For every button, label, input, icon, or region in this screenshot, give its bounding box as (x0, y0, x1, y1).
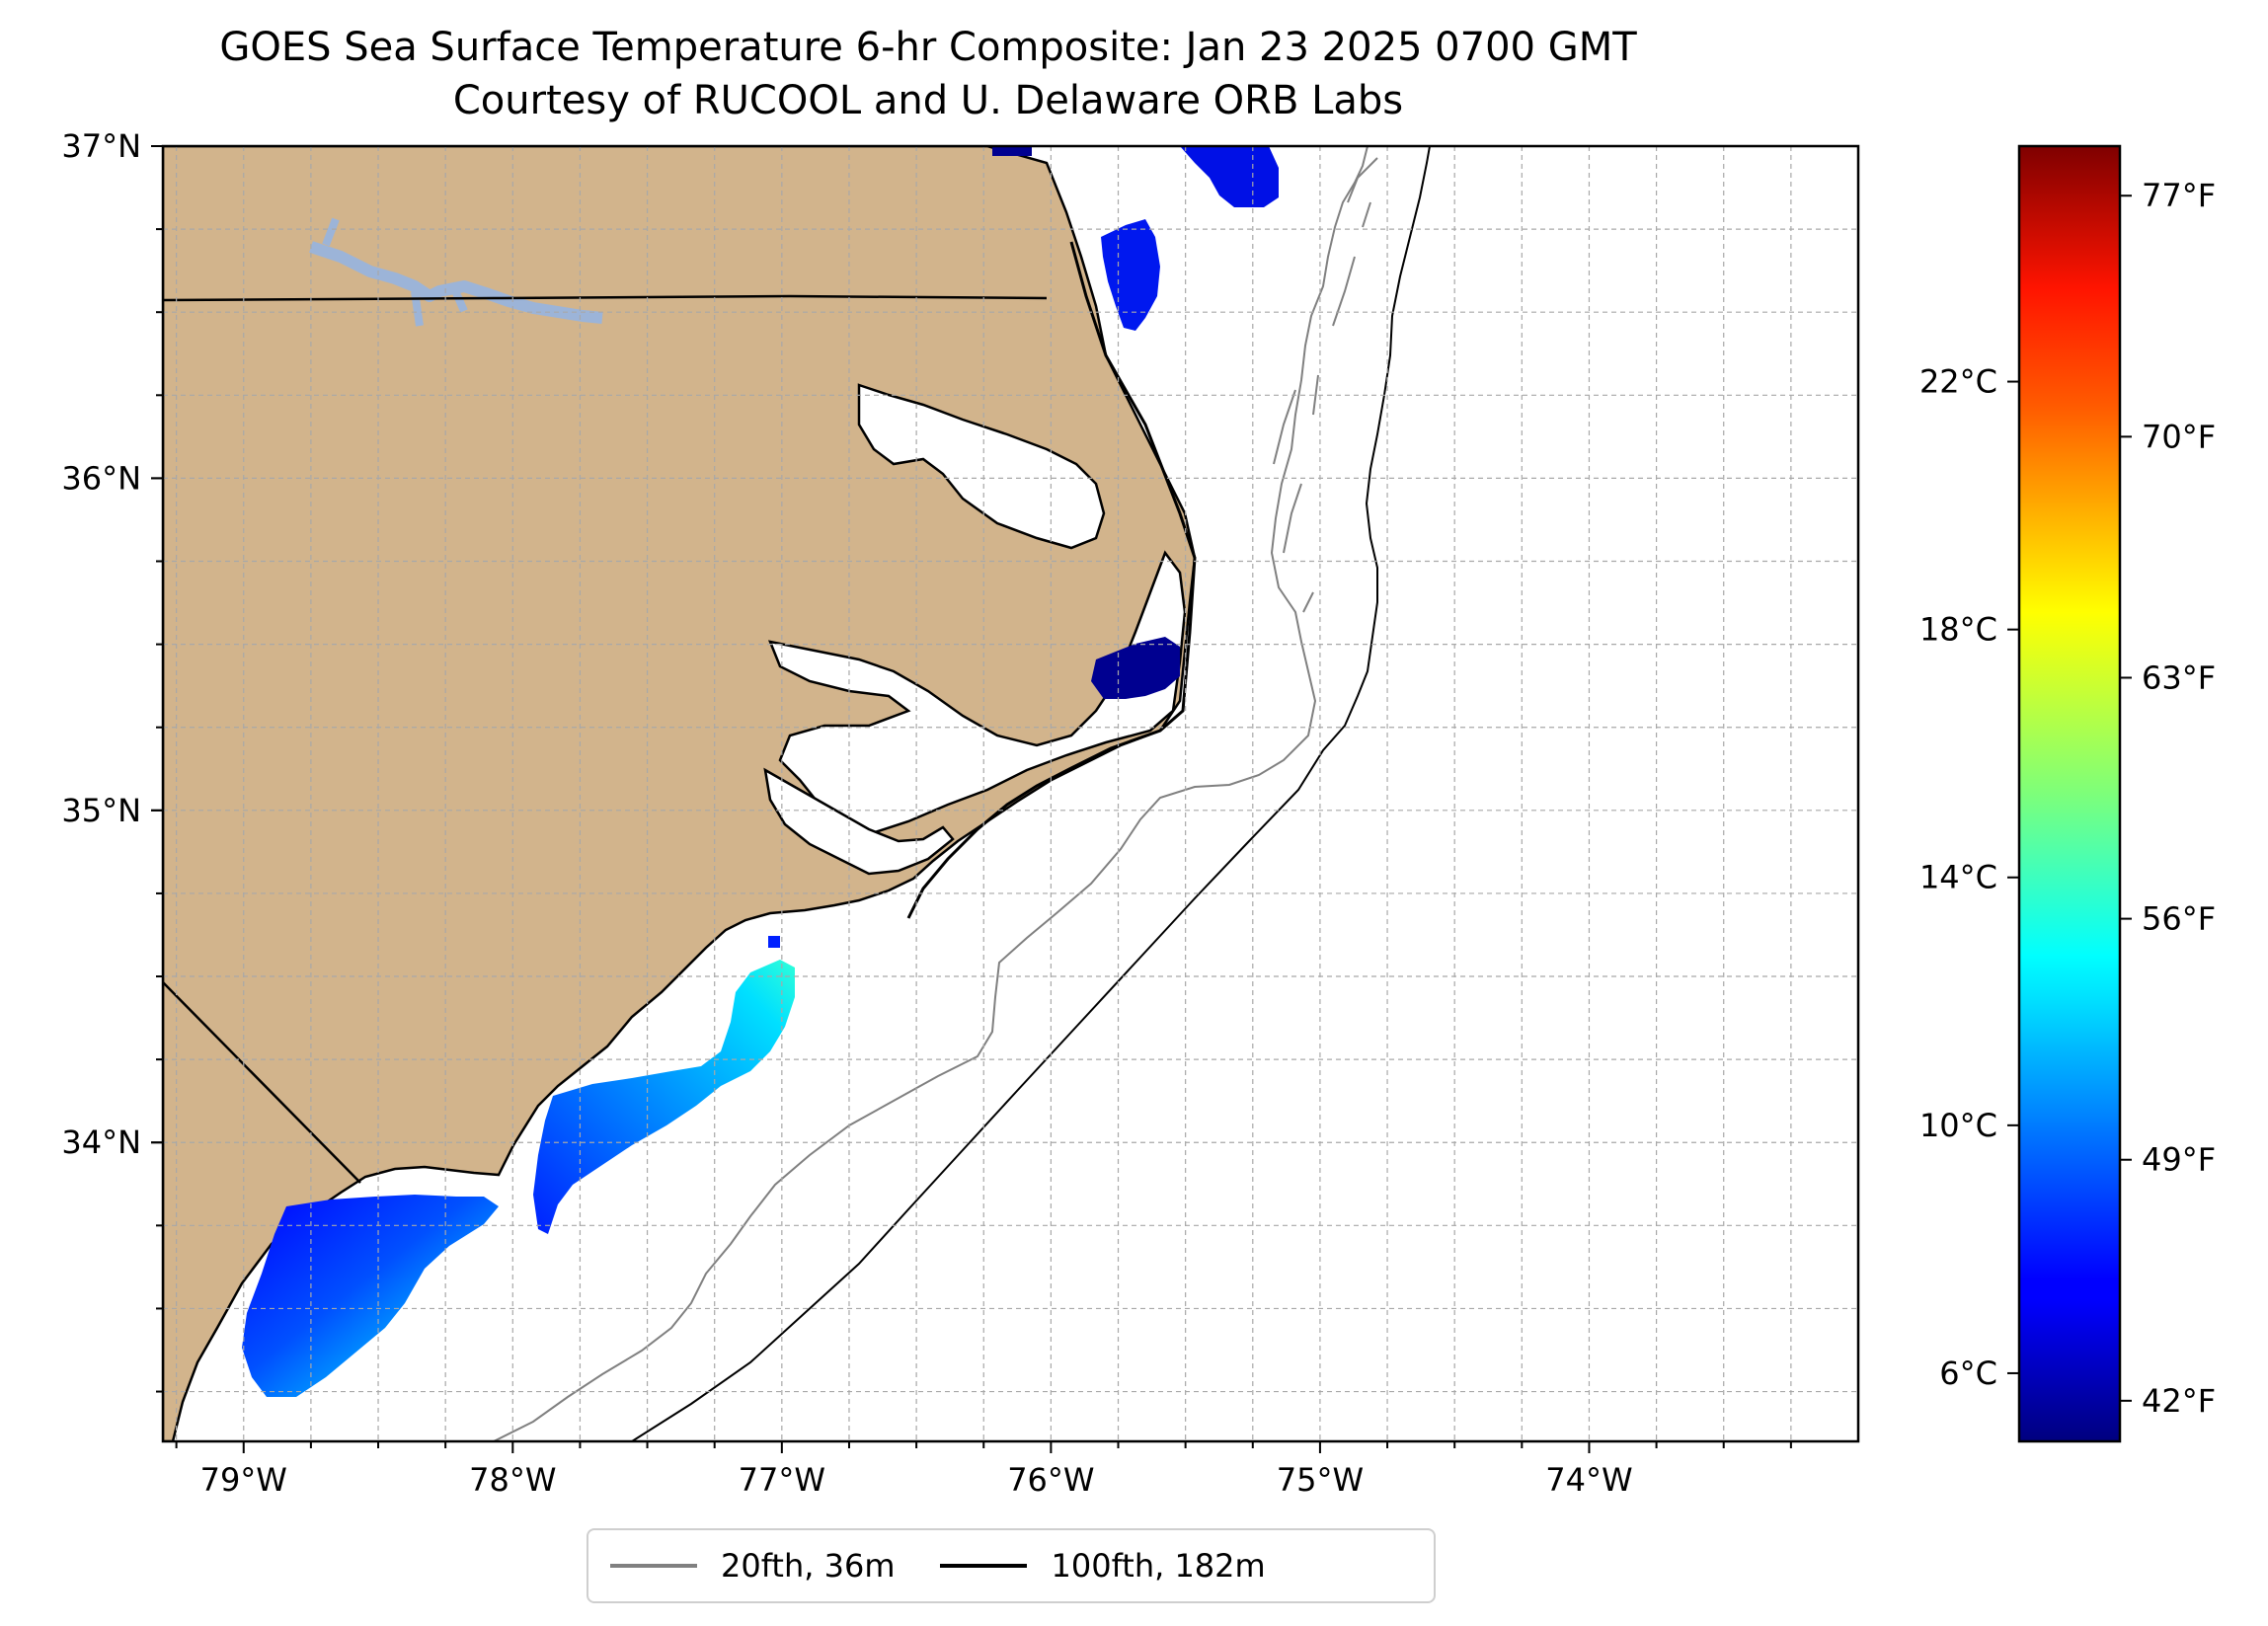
lon-tick-label: 79°W (200, 1461, 287, 1499)
colorbar-label-c: 6°C (1939, 1355, 1997, 1392)
outer-banks (906, 241, 1197, 919)
colorbar-label-f: 49°F (2142, 1141, 2216, 1179)
lat-tick-label: 35°N (61, 792, 141, 829)
nc-sc-border (163, 981, 361, 1184)
legend-label: 20fth, 36m (721, 1547, 896, 1585)
isobath-20fth (493, 146, 1369, 1441)
legend: 20fth, 36m 100fth, 182m (587, 1528, 1436, 1603)
colorbar (2017, 144, 2122, 1443)
map-subtitle: Courtesy of RUCOOL and U. Delaware ORB L… (452, 78, 1404, 123)
legend-swatch (940, 1564, 1028, 1568)
isobath-100fth (631, 146, 1431, 1441)
map-frame (161, 144, 1860, 1443)
lat-tick-label: 36°N (61, 459, 141, 497)
colorbar-label-f: 70°F (2142, 418, 2216, 455)
lat-tick-label: 34°N (61, 1123, 141, 1161)
legend-label: 100fth, 182m (1051, 1547, 1266, 1585)
lon-tick-label: 78°W (469, 1461, 556, 1499)
colorbar-label-f: 42°F (2142, 1382, 2216, 1420)
colorbar-label-c: 14°C (1919, 859, 1997, 896)
lake-arm (322, 217, 468, 327)
lon-tick-label: 74°W (1545, 1461, 1632, 1499)
sst-patch-top (1180, 146, 1279, 207)
legend-swatch (610, 1564, 697, 1568)
river-estuary (763, 767, 955, 876)
sst-patch-mid (533, 960, 795, 1234)
colorbar-label-f: 77°F (2142, 177, 2216, 214)
legend-item-100fth: 100fth, 182m (940, 1547, 1266, 1585)
lon-tick-label: 75°W (1277, 1461, 1364, 1499)
map-title: GOES Sea Surface Temperature 6-hr Compos… (219, 25, 1637, 70)
lat-tick-label: 37°N (61, 127, 141, 165)
lon-tick-label: 76°W (1007, 1461, 1094, 1499)
pamlico-sound (767, 550, 1187, 836)
sst-patch-pamlico (1091, 637, 1180, 699)
sst-patch-north (1101, 219, 1160, 331)
colorbar-label-c: 18°C (1919, 611, 1997, 649)
sst-pixel (768, 936, 780, 948)
colorbar-label-c: 22°C (1919, 363, 1997, 401)
sst-pixel-top (992, 146, 1032, 156)
map-layers (163, 146, 1431, 1441)
albemarle-sound (857, 383, 1106, 550)
map-gridlines (163, 146, 1858, 1441)
legend-item-20fth: 20fth, 36m (610, 1547, 895, 1585)
lake (309, 241, 603, 324)
colorbar-ticks: 6°C 10°C 14°C 18°C 22°C 42°F 49°F 56°F 63°F 70°F 7… (1919, 177, 2216, 1420)
map-axes: 79°W 78°W 77°W 76°W 75°W 74°W 37°N 36°N 35°N 34°N (61, 127, 1792, 1499)
sst-patch-south (242, 1195, 499, 1397)
colorbar-label-c: 10°C (1919, 1107, 1997, 1144)
isobath-20fth-shoals (1273, 157, 1378, 613)
lon-tick-label: 77°W (739, 1461, 825, 1499)
nc-va-border (163, 294, 1048, 302)
colorbar-label-f: 63°F (2142, 658, 2216, 696)
colorbar-label-f: 56°F (2142, 900, 2216, 938)
